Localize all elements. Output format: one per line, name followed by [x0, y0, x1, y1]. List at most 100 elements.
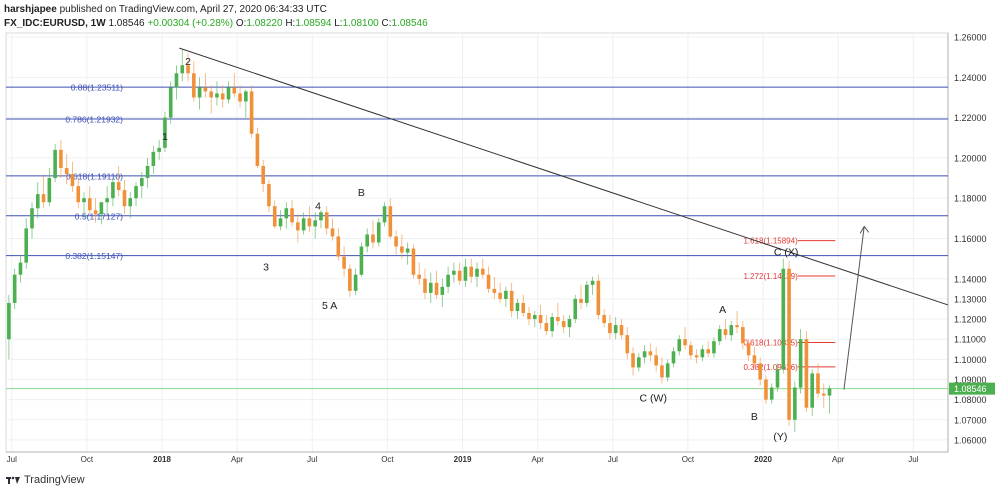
candle-body	[93, 210, 98, 215]
candle-body	[706, 349, 710, 354]
fib-level-label: 0.88(1.23511)	[71, 83, 123, 93]
candle-body	[729, 325, 734, 336]
candle-body	[527, 313, 531, 320]
candle-body	[648, 351, 653, 356]
author-name[interactable]: harshjapee	[4, 4, 57, 15]
candle-body	[463, 266, 468, 281]
candle-body	[76, 186, 81, 203]
candle-body	[261, 165, 265, 185]
candle-body	[53, 149, 57, 179]
candle-body	[244, 91, 248, 102]
trendline	[179, 47, 949, 306]
x-tick-label: Oct	[81, 455, 94, 464]
candle-body	[30, 208, 34, 229]
y-tick-label: 1.12000	[954, 315, 987, 325]
candle-body	[717, 329, 722, 342]
publish-text: published on TradingView.com, April 27, …	[59, 4, 327, 15]
candle-body	[157, 147, 161, 152]
candle-body	[827, 388, 832, 396]
fib-level-label: 0.786(1.21932)	[65, 114, 123, 124]
fib-level-label: 0.382(1.15147)	[65, 251, 123, 261]
candle-body	[804, 339, 809, 408]
candle-body	[122, 190, 127, 207]
candle-body	[746, 343, 751, 356]
x-tick-label: Apr	[832, 455, 845, 464]
candle-body	[174, 73, 179, 88]
candle-body	[613, 325, 618, 334]
projection-arrow	[843, 226, 865, 390]
candle-body	[567, 319, 572, 328]
candle-body	[197, 87, 202, 98]
fib-level-label: 0.5(1.17127)	[75, 211, 123, 221]
wave-label: 3	[263, 262, 269, 274]
y-tick-label: 1.20000	[954, 153, 987, 163]
candle-body	[296, 222, 300, 231]
y-tick-label: 1.06000	[954, 435, 987, 445]
x-tick-label: Jul	[7, 455, 17, 464]
candle-body	[816, 373, 820, 394]
fib-extension-label: 1.272(1.14139)	[743, 272, 798, 281]
candle-body	[712, 341, 716, 354]
brand-name[interactable]: TradingView	[24, 474, 85, 486]
candle-body	[284, 208, 289, 219]
tradingview-logo-icon[interactable]	[6, 475, 20, 485]
x-tick-label: 2018	[153, 455, 171, 464]
wave-label: 5 A	[322, 300, 337, 312]
candle-body	[220, 93, 225, 100]
open-label: O:	[235, 18, 247, 29]
candle-body	[342, 256, 346, 269]
wave-label: 4	[315, 200, 321, 212]
candle-body	[232, 87, 237, 94]
candle-body	[226, 87, 231, 100]
candle-body	[111, 182, 115, 199]
y-tick-label: 1.22000	[954, 113, 987, 123]
x-tick-label: 2020	[754, 455, 772, 464]
candle-body	[238, 93, 242, 102]
wave-label: (Y)	[773, 431, 787, 443]
candle-body	[637, 357, 641, 368]
candle-body	[87, 198, 92, 211]
candle-body	[116, 182, 121, 191]
candle-body	[382, 206, 387, 223]
candle-body	[573, 298, 578, 320]
candle-body	[561, 321, 566, 328]
candle-body	[209, 91, 213, 98]
candle-body	[452, 270, 456, 275]
wave-label: B	[751, 411, 758, 423]
candle-body	[602, 315, 606, 324]
candle-body	[18, 262, 23, 275]
candle-body	[192, 73, 196, 98]
candle-body	[642, 351, 647, 358]
candle-body	[301, 218, 306, 231]
candle-body	[821, 393, 826, 396]
fib-extension-label: 1.618(1.15894)	[743, 237, 798, 246]
candle-body	[272, 206, 277, 227]
candle-body	[781, 268, 786, 370]
candle-body	[105, 198, 109, 203]
current-price-label: 1.08546	[954, 384, 987, 394]
symbol-label[interactable]: FX_IDC:EURUSD, 1W	[4, 18, 106, 29]
candle-body	[608, 323, 612, 334]
candle-body	[504, 290, 508, 299]
candle-body	[654, 355, 658, 366]
candle-body	[671, 351, 676, 364]
candle-body	[735, 325, 739, 328]
candle-body	[151, 151, 156, 166]
candle-body	[336, 236, 341, 257]
close-label: C:	[381, 18, 392, 29]
candle-body	[145, 165, 150, 179]
chart-header: harshjapee published on TradingView.com,…	[4, 2, 994, 32]
y-tick-label: 1.24000	[954, 73, 987, 83]
candle-body	[128, 198, 133, 207]
x-tick-label: 2019	[454, 455, 472, 464]
candle-body	[267, 184, 271, 207]
candle-body	[203, 87, 208, 92]
candle-body	[498, 292, 502, 299]
symbol-info: FX_IDC:EURUSD, 1W 1.08546 +0.00304 (+0.2…	[4, 18, 428, 29]
candle-body	[82, 198, 86, 203]
candle-body	[24, 228, 29, 263]
fib-level-label: 0.618(1.19110)	[66, 171, 123, 181]
candle-body	[798, 339, 803, 388]
candle-body	[585, 284, 589, 303]
